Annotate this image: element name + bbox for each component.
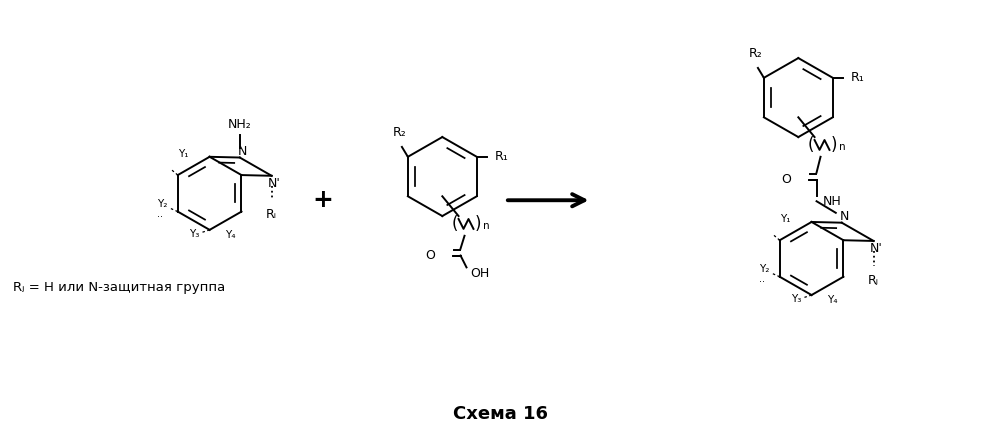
Text: Схема 16: Схема 16 — [453, 405, 548, 423]
Text: (: ( — [451, 215, 458, 233]
Text: ..: .. — [157, 208, 163, 219]
Text: OH: OH — [470, 267, 490, 280]
Text: Y₃: Y₃ — [791, 294, 802, 304]
Text: Y₂: Y₂ — [759, 264, 769, 274]
Text: O: O — [781, 173, 791, 186]
Text: R₂: R₂ — [749, 47, 763, 60]
Text: Y₂: Y₂ — [157, 199, 167, 208]
Text: Y₁: Y₁ — [178, 149, 189, 159]
Text: R₂: R₂ — [393, 126, 407, 139]
Text: Y₄: Y₄ — [827, 295, 838, 305]
Text: (: ( — [807, 136, 814, 154]
Text: Rⱼ = H или N-защитная группа: Rⱼ = H или N-защитная группа — [13, 281, 225, 293]
Text: Rᵢ: Rᵢ — [266, 208, 277, 221]
Text: Y₃: Y₃ — [190, 229, 200, 239]
Text: R₁: R₁ — [851, 71, 864, 84]
Text: ..: .. — [759, 274, 765, 284]
Text: N: N — [238, 145, 247, 158]
Text: ): ) — [830, 136, 837, 154]
Text: n: n — [483, 221, 490, 231]
Text: n: n — [839, 142, 846, 152]
Text: NH: NH — [823, 195, 841, 208]
Text: Y₁: Y₁ — [780, 214, 791, 224]
Text: ): ) — [474, 215, 481, 233]
Text: Y₄: Y₄ — [225, 230, 236, 240]
Text: N': N' — [268, 177, 281, 190]
Text: N': N' — [870, 242, 883, 255]
Text: N: N — [840, 210, 849, 223]
Text: R₁: R₁ — [495, 150, 508, 163]
Text: NH₂: NH₂ — [228, 118, 252, 131]
Text: O: O — [425, 249, 435, 262]
Text: Rⱼ: Rⱼ — [868, 274, 879, 286]
Text: +: + — [313, 188, 333, 212]
